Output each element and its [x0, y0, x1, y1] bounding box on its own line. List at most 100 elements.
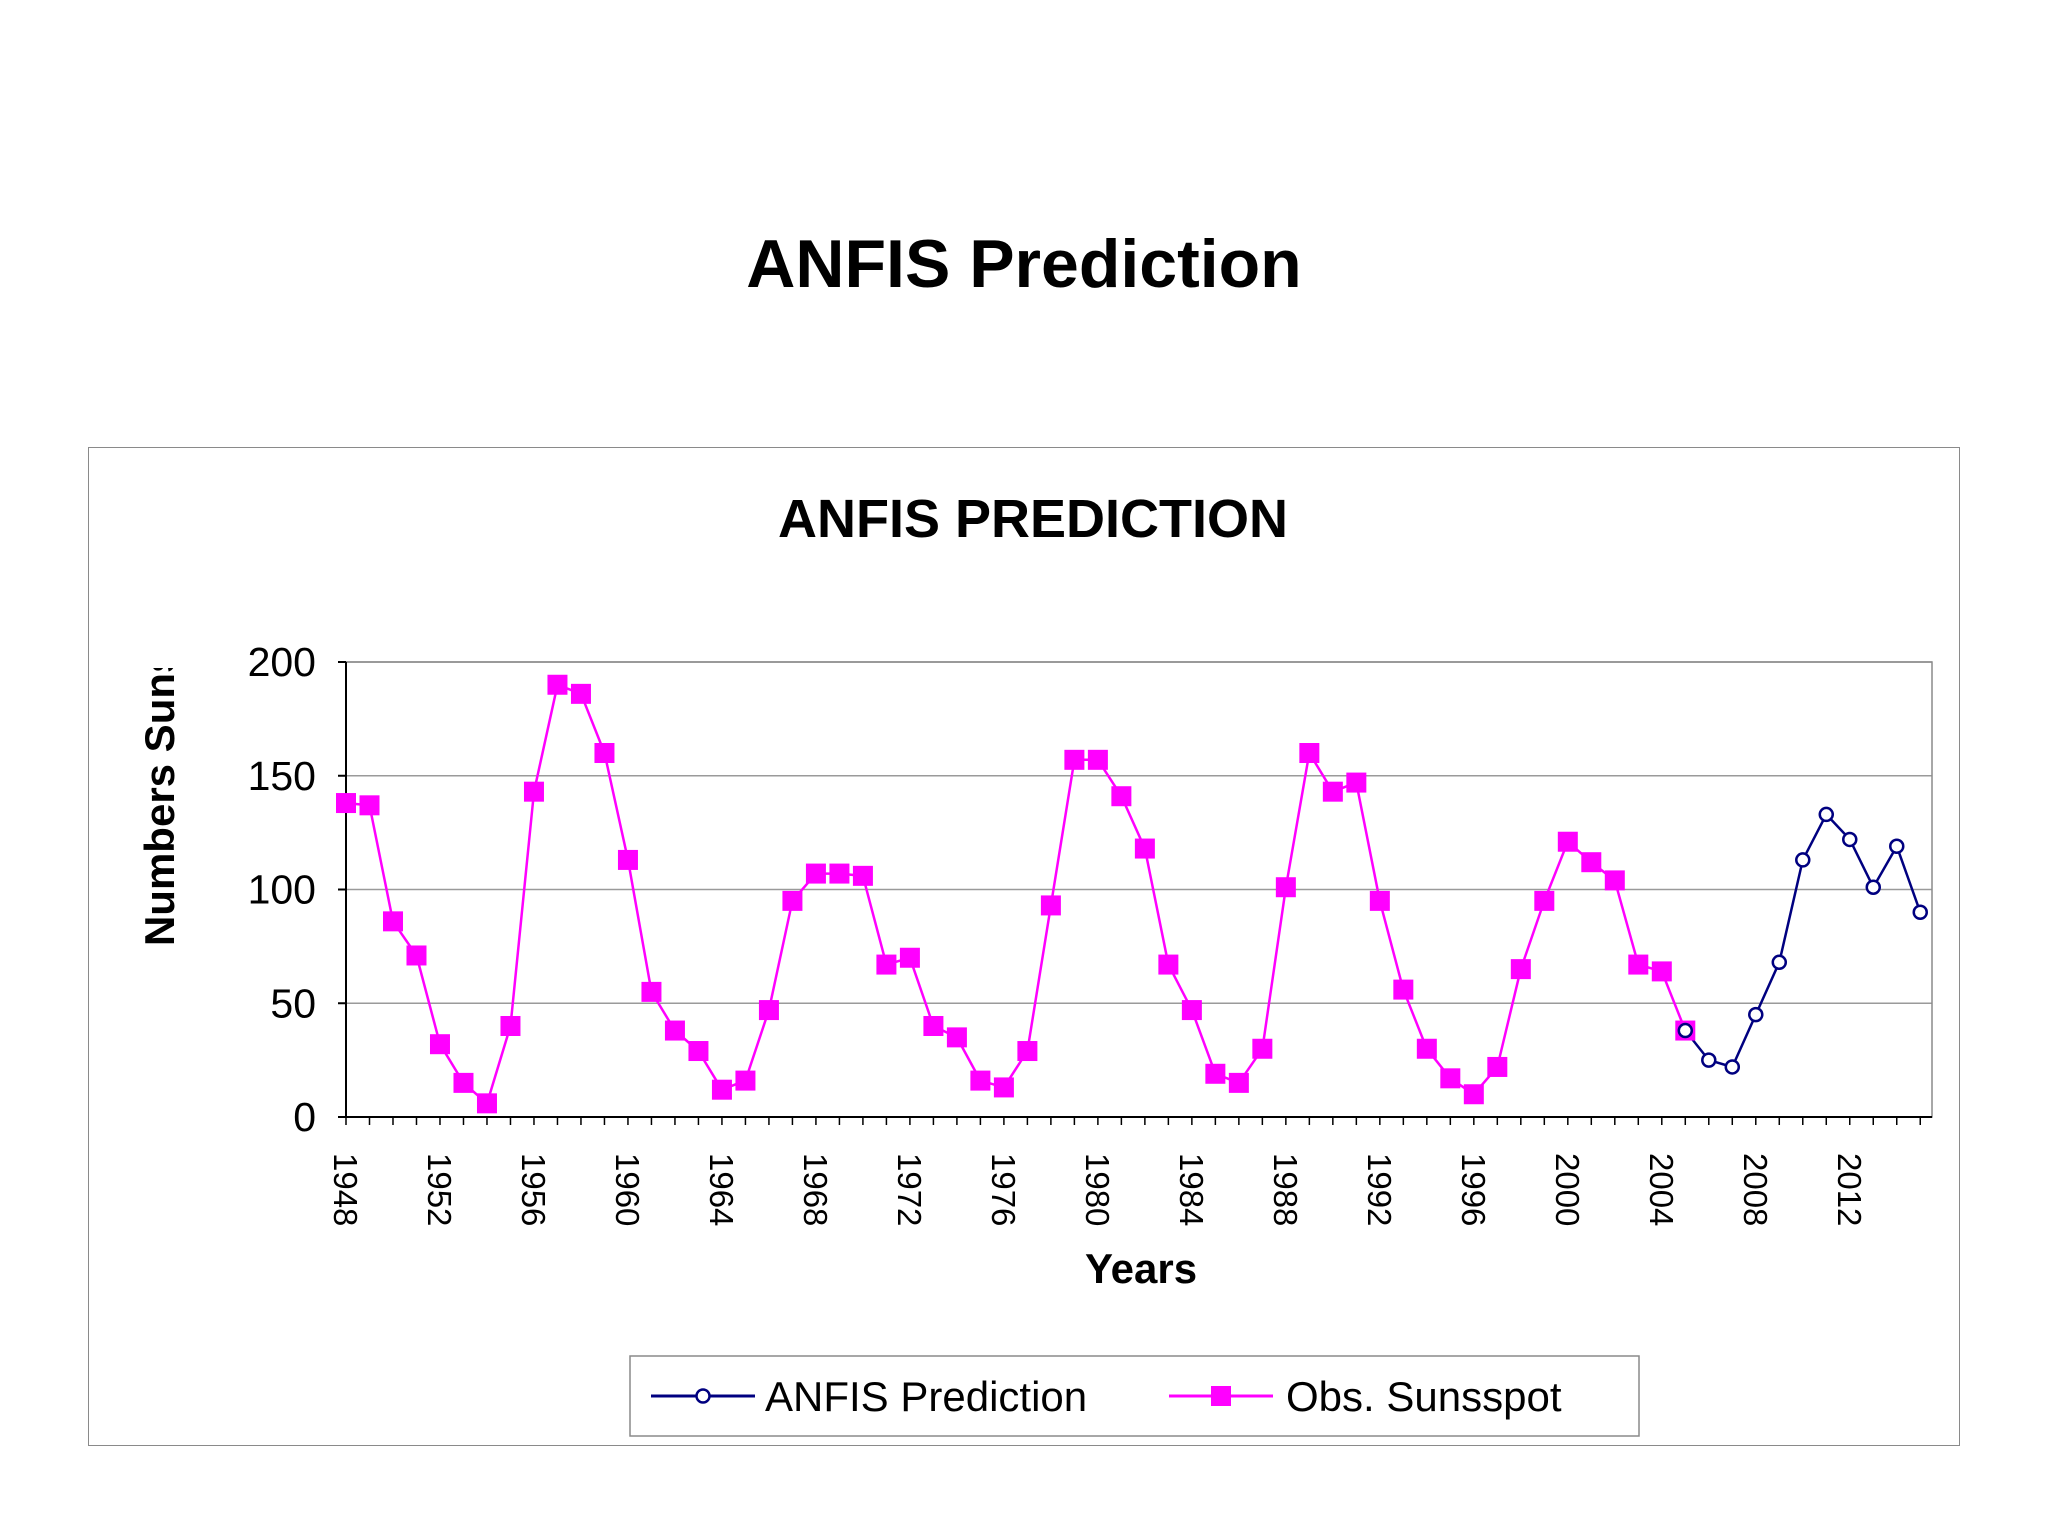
obs-point	[1369, 890, 1390, 911]
obs-point	[688, 1041, 709, 1062]
obs-point	[336, 793, 356, 814]
obs-point	[1040, 895, 1061, 916]
obs-point	[523, 781, 544, 802]
prediction-point	[1724, 1059, 1741, 1075]
chart-svg: ANFIS PREDICTION 0 50 100 150 200 1948 1952 19…	[136, 489, 1933, 1437]
legend-box	[629, 1355, 1640, 1437]
legend-observed-marker	[1211, 1386, 1231, 1406]
obs-point	[1393, 979, 1414, 1000]
obs-point	[406, 945, 427, 966]
prediction-point	[1748, 1006, 1764, 1023]
obs-point	[664, 1020, 685, 1041]
y-tick-label: 150	[248, 753, 316, 799]
x-tick-label: 2008	[1737, 1153, 1774, 1226]
prediction-point	[1818, 806, 1835, 823]
obs-point	[429, 1034, 450, 1055]
obs-point	[570, 683, 591, 704]
obs-point	[1111, 786, 1132, 807]
obs-point	[1228, 1072, 1249, 1093]
x-tick-label: 1976	[985, 1153, 1022, 1226]
legend-observed-label: Obs. Sunsspot	[1286, 1373, 1562, 1420]
obs-point	[829, 863, 850, 884]
x-tick-labels: 1948 1952 1956 1960 1964 1968 1972 1976 1980 1984…	[327, 1153, 1868, 1226]
obs-point	[758, 1000, 779, 1021]
y-tick-label: 0	[293, 1094, 316, 1140]
x-tick-label: 1980	[1079, 1153, 1116, 1226]
obs-point	[359, 795, 380, 816]
axes	[338, 661, 1933, 1125]
obs-point	[946, 1027, 967, 1048]
obs-point	[1205, 1063, 1226, 1084]
obs-point	[547, 674, 568, 695]
chart-title: ANFIS PREDICTION	[778, 489, 1288, 549]
obs-point	[876, 954, 897, 975]
legend-prediction-marker	[695, 1388, 711, 1404]
x-tick-label: 1968	[797, 1153, 834, 1226]
obs-point	[993, 1077, 1014, 1098]
y-tick-label: 100	[248, 867, 316, 913]
series-markers	[336, 674, 1929, 1114]
obs-point	[1463, 1084, 1484, 1105]
prediction-point	[1842, 831, 1858, 848]
obs-point	[1440, 1068, 1461, 1089]
x-tick-label: 1988	[1267, 1153, 1304, 1226]
obs-point	[617, 849, 638, 870]
x-tick-label: 2012	[1831, 1153, 1868, 1226]
prediction-point	[1889, 838, 1905, 855]
prediction-point	[1701, 1052, 1717, 1068]
obs-point	[735, 1070, 756, 1091]
prediction-point	[1677, 1022, 1694, 1039]
obs-point	[1628, 954, 1649, 975]
obs-point	[1487, 1056, 1508, 1077]
x-tick-label: 1984	[1173, 1153, 1210, 1226]
obs-point	[782, 890, 803, 911]
obs-point	[453, 1072, 474, 1093]
y-tick-labels: 0 50 100 150 200	[248, 639, 316, 1140]
obs-point	[1581, 852, 1602, 873]
x-tick-label: 1964	[703, 1153, 740, 1226]
obs-point	[1087, 749, 1108, 770]
slide-title: ANFIS Prediction	[746, 226, 1302, 302]
x-tick-label: 1948	[327, 1153, 364, 1226]
obs-point	[1510, 959, 1531, 980]
obs-point	[594, 743, 615, 763]
obs-point	[1017, 1041, 1038, 1062]
x-tick-label: 2000	[1549, 1153, 1586, 1226]
y-tick-label: 50	[270, 980, 316, 1026]
y-axis-label: Numbers Sunsp	[136, 624, 183, 946]
prediction-point	[1795, 852, 1811, 868]
prediction-point	[1771, 954, 1788, 971]
x-tick-label: 1996	[1455, 1153, 1492, 1226]
obs-point	[500, 1016, 521, 1036]
x-axis-label: Years	[1085, 1245, 1197, 1292]
obs-point	[711, 1079, 732, 1100]
obs-point	[1557, 831, 1578, 852]
obs-point	[1275, 877, 1296, 898]
y-tick-label: 200	[248, 639, 316, 685]
obs-point	[1299, 743, 1320, 763]
x-tick-label: 1972	[891, 1153, 928, 1226]
obs-point	[1181, 1000, 1202, 1021]
obs-point	[970, 1070, 991, 1091]
obs-point	[476, 1093, 497, 1114]
obs-point	[1346, 772, 1367, 793]
legend: ANFIS Prediction Obs. Sunsspot	[629, 1355, 1640, 1437]
obs-point	[923, 1016, 944, 1036]
obs-point	[1252, 1038, 1273, 1059]
x-tick-label: 1952	[421, 1153, 458, 1226]
prediction-point	[1865, 879, 1882, 895]
obs-point	[852, 865, 873, 886]
obs-point	[1322, 781, 1343, 802]
obs-point	[1416, 1038, 1437, 1059]
x-tick-label: 1956	[515, 1153, 552, 1226]
x-tick-label: 2004	[1643, 1153, 1680, 1226]
obs-point	[1064, 749, 1085, 770]
obs-point	[1651, 961, 1672, 982]
obs-point	[899, 947, 920, 968]
obs-point	[1134, 838, 1155, 859]
obs-point	[641, 981, 662, 1002]
chart-area: ANFIS PREDICTION 0 50 100 150 200 1948 1952 19…	[88, 447, 1960, 1446]
obs-point	[1158, 954, 1179, 975]
x-tick-label: 1992	[1361, 1153, 1398, 1226]
obs-point	[382, 911, 403, 932]
